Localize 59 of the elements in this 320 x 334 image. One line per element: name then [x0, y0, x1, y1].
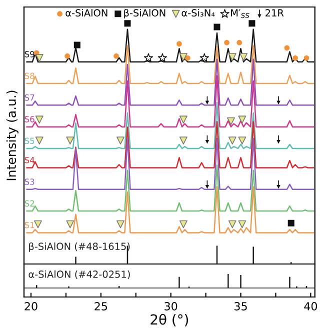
series-label: S6 — [24, 116, 34, 122]
point — [66, 220, 74, 228]
x-tick-label: 40 — [304, 302, 318, 310]
point — [74, 42, 80, 48]
legend-label: 21R — [266, 9, 284, 16]
x-tick-label: 20 — [24, 302, 38, 310]
legend-label: M′$_{SS}$ — [231, 9, 250, 18]
point — [224, 40, 230, 46]
x-tick-label: 30 — [164, 302, 178, 310]
point — [227, 117, 235, 126]
point — [200, 53, 209, 62]
point — [179, 53, 188, 62]
point — [116, 136, 124, 145]
point — [144, 53, 154, 62]
point — [179, 116, 188, 124]
series-label: α-SiAlON (#42-0251) — [28, 270, 130, 280]
point — [240, 53, 248, 62]
point — [158, 53, 168, 62]
point — [184, 55, 190, 61]
point — [66, 136, 74, 145]
y-axis-title: Intensity (a.u.) — [6, 90, 18, 180]
point — [228, 53, 236, 62]
point — [35, 136, 44, 145]
point — [238, 136, 246, 145]
point — [238, 116, 246, 124]
point — [35, 54, 44, 62]
point — [176, 41, 182, 47]
point — [64, 53, 70, 59]
point — [179, 136, 188, 145]
series-label: S7 — [24, 94, 34, 101]
point — [124, 20, 131, 27]
point — [228, 220, 236, 228]
point — [284, 45, 290, 51]
point — [236, 40, 242, 46]
series-label: β-SiAlON (#48-1615) — [29, 242, 130, 252]
series-label: S2 — [24, 200, 34, 207]
x-axis-title: 2θ (°) — [150, 314, 188, 326]
point — [248, 20, 256, 27]
point — [288, 220, 294, 226]
x-tick-label: 35 — [234, 302, 247, 310]
point — [114, 53, 119, 59]
legend-label: α-Si₃N₄ — [182, 9, 215, 17]
series-label: S4 — [24, 156, 34, 164]
legend-label: α-SiAlON — [66, 9, 108, 17]
x-tick-label: 25 — [94, 302, 108, 310]
legend-label: β-SiAlON — [124, 8, 166, 18]
series-label: S5 — [24, 138, 34, 144]
point — [35, 116, 44, 124]
series-label: S8 — [24, 72, 34, 80]
point — [116, 220, 124, 228]
series-label: S3 — [24, 178, 34, 185]
point — [34, 220, 42, 228]
point — [238, 220, 246, 228]
point — [304, 55, 310, 61]
point — [214, 24, 220, 30]
point — [292, 55, 298, 61]
point — [228, 136, 236, 145]
point — [179, 220, 188, 228]
series-label: S1 — [24, 222, 34, 228]
